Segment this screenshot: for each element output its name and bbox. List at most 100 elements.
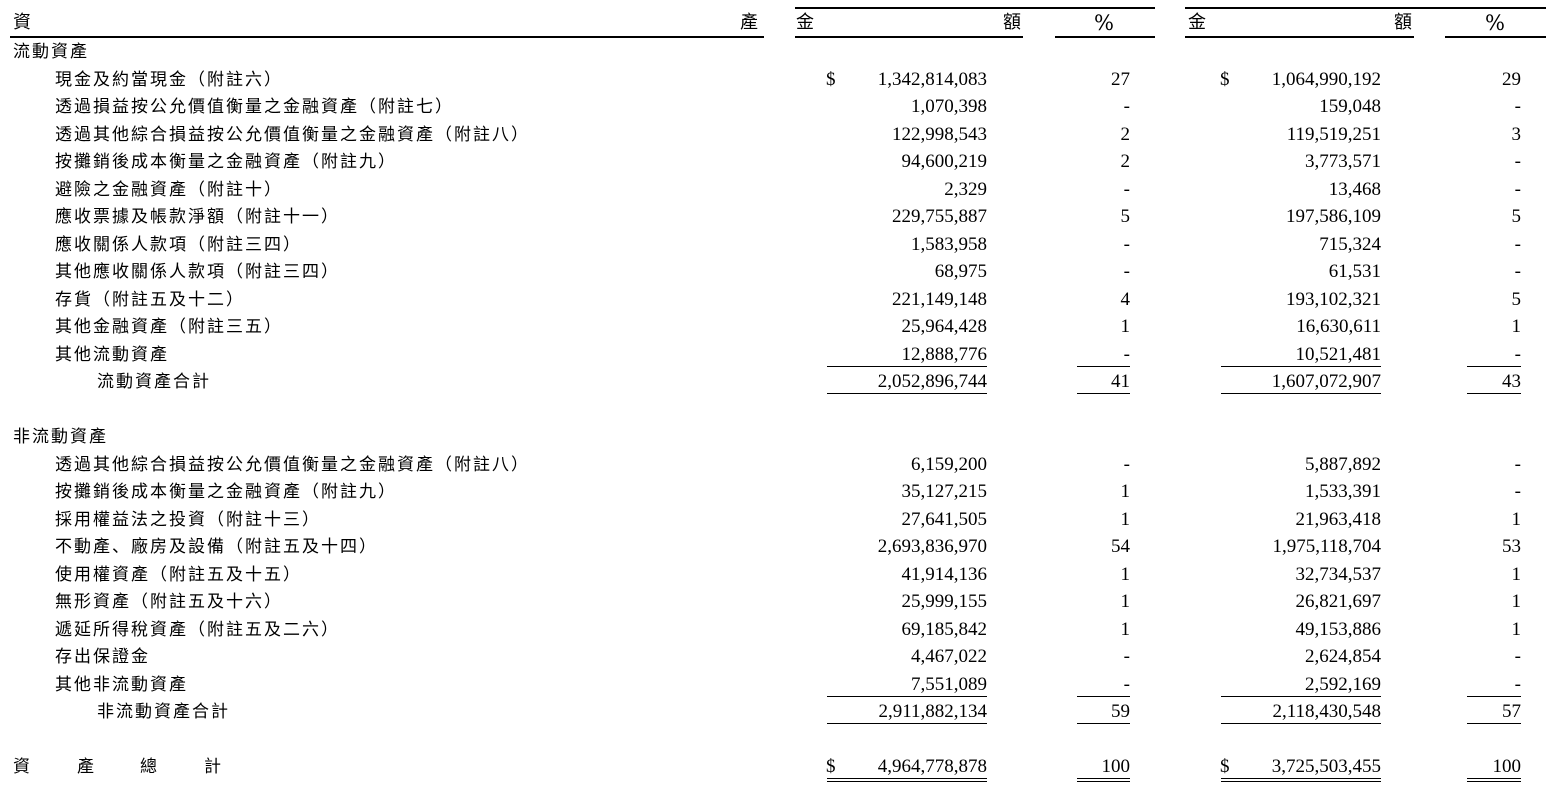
percent-period-2: - bbox=[1514, 646, 1521, 667]
percent-period-2: - bbox=[1514, 481, 1521, 502]
amount-period-1: 2,052,896,744 bbox=[827, 371, 987, 394]
line-item: 透過其他綜合損益按公允價值衡量之金融資產（附註八） 6,159,200 - 5,887… bbox=[0, 452, 1546, 480]
amount-period-1: 94,600,219 bbox=[901, 151, 988, 172]
line-item: 採用權益法之投資（附註十三） 27,641,505 1 21,963,418 1 bbox=[0, 507, 1546, 535]
item-label: 避險之金融資產（附註十） bbox=[55, 179, 283, 200]
percent-period-2: 53 bbox=[1502, 536, 1521, 557]
item-label: 使用權資產（附註五及十五） bbox=[55, 564, 302, 585]
section-header: 流動資產 bbox=[0, 39, 1546, 67]
period-1-header-rule bbox=[795, 7, 1155, 9]
amount-period-2: 1,607,072,907 bbox=[1221, 371, 1381, 394]
item-label: 現金及約當現金（附註六） bbox=[55, 69, 283, 90]
line-item: 無形資產（附註五及十六） 25,999,155 1 26,821,697 1 bbox=[0, 589, 1546, 617]
subtotal-label: 非流動資產合計 bbox=[97, 702, 230, 722]
percent-period-2: 5 bbox=[1511, 206, 1522, 227]
amount-period-1: 2,329 bbox=[944, 178, 987, 200]
grand-total-label-char: 總 bbox=[140, 757, 159, 777]
item-label: 遞延所得稅資產（附註五及二六） bbox=[55, 619, 340, 640]
amount-period-2: 3,725,503,455 bbox=[1221, 756, 1381, 782]
amount-period-1: 6,159,200 bbox=[911, 453, 987, 475]
percent-period-1: 4 bbox=[1120, 288, 1131, 310]
percent-period-2: 43 bbox=[1467, 371, 1521, 394]
line-item: 存貨（附註五及十二） 221,149,148 4 193,102,321 5 bbox=[0, 287, 1546, 315]
percent-period-2: 100 bbox=[1467, 756, 1521, 782]
line-item: 應收票據及帳款淨額（附註十一） 229,755,887 5 197,586,109 5 bbox=[0, 204, 1546, 232]
amount-period-1: 12,888,776 bbox=[827, 344, 987, 367]
percent-period-1: - bbox=[1077, 344, 1130, 367]
amount-period-2: 159,048 bbox=[1319, 96, 1381, 117]
amount-period-2: 2,592,169 bbox=[1221, 674, 1381, 697]
percent-period-1: - bbox=[1123, 178, 1130, 200]
header-amount-1-right: 額 bbox=[1003, 12, 1021, 33]
amount-period-2: 1,975,118,704 bbox=[1272, 536, 1381, 557]
spacer bbox=[0, 727, 1546, 755]
percent-period-2: - bbox=[1514, 178, 1521, 200]
percent-period-1: 1 bbox=[1120, 508, 1131, 530]
subtotal-label: 流動資產合計 bbox=[97, 372, 211, 392]
currency-symbol-2: $ bbox=[1220, 756, 1230, 777]
amount-period-1: 41,914,136 bbox=[901, 563, 988, 585]
section-label: 非流動資產 bbox=[13, 427, 108, 447]
header-rule bbox=[1055, 36, 1155, 38]
percent-period-2: 57 bbox=[1467, 701, 1521, 724]
percent-period-1: 27 bbox=[1111, 68, 1130, 90]
amount-period-2: 61,531 bbox=[1328, 261, 1381, 282]
percent-period-1: 2 bbox=[1120, 123, 1131, 145]
item-label: 應收關係人款項（附註三四） bbox=[55, 234, 302, 255]
amount-period-2: 10,521,481 bbox=[1221, 344, 1381, 367]
amount-period-1: 25,964,428 bbox=[901, 316, 988, 337]
percent-period-2: 5 bbox=[1511, 288, 1522, 310]
line-item: 存出保證金 4,467,022 - 2,624,854 - bbox=[0, 644, 1546, 672]
amount-period-2: 32,734,537 bbox=[1295, 563, 1382, 585]
amount-period-2: 21,963,418 bbox=[1295, 508, 1382, 530]
grand-total-label-char: 產 bbox=[77, 757, 96, 777]
percent-period-2: 1 bbox=[1511, 316, 1522, 337]
item-label: 存貨（附註五及十二） bbox=[55, 289, 245, 310]
line-item: 其他金融資產（附註三五） 25,964,428 1 16,630,611 1 bbox=[0, 314, 1546, 342]
item-label: 存出保證金 bbox=[55, 647, 150, 667]
header-rule bbox=[795, 36, 1023, 38]
header-assets-left: 資 bbox=[13, 12, 31, 33]
header-amount-2-left: 金 bbox=[1188, 12, 1206, 33]
percent-period-1: - bbox=[1123, 233, 1130, 255]
spacer bbox=[0, 397, 1546, 425]
section-label: 流動資產 bbox=[13, 42, 89, 62]
amount-period-2: 13,468 bbox=[1328, 178, 1381, 200]
amount-period-1: 68,975 bbox=[934, 261, 987, 282]
currency-symbol-1: $ bbox=[826, 756, 836, 777]
item-label: 按攤銷後成本衡量之金融資產（附註九） bbox=[55, 482, 397, 502]
amount-period-1: 7,551,089 bbox=[827, 674, 987, 697]
amount-period-1: 2,693,836,970 bbox=[877, 536, 987, 557]
subtotal-row: 非流動資產合計 2,911,882,134 59 2,118,430,548 57 bbox=[0, 699, 1546, 727]
percent-period-2: 29 bbox=[1502, 68, 1521, 90]
percent-period-2: - bbox=[1514, 453, 1521, 475]
percent-period-2: 1 bbox=[1511, 563, 1522, 585]
item-label: 透過損益按公允價值衡量之金融資產（附註七） bbox=[55, 97, 454, 117]
item-label: 其他金融資產（附註三五） bbox=[55, 317, 283, 337]
item-label: 應收票據及帳款淨額（附註十一） bbox=[55, 207, 340, 227]
amount-period-1: 35,127,215 bbox=[901, 481, 988, 502]
line-item: 透過損益按公允價值衡量之金融資產（附註七） 1,070,398 - 159,048 - bbox=[0, 94, 1546, 122]
item-label: 透過其他綜合損益按公允價值衡量之金融資產（附註八） bbox=[55, 454, 530, 475]
line-item: 按攤銷後成本衡量之金融資產（附註九） 35,127,215 1 1,533,391 - bbox=[0, 479, 1546, 507]
amount-period-2: 193,102,321 bbox=[1286, 288, 1381, 310]
line-item: 其他流動資產 12,888,776 - 10,521,481 - bbox=[0, 342, 1546, 370]
header-amount-2-right: 額 bbox=[1394, 12, 1412, 33]
percent-period-1: 1 bbox=[1120, 481, 1131, 502]
percent-period-2: 1 bbox=[1511, 618, 1522, 640]
percent-period-1: 59 bbox=[1077, 701, 1130, 724]
currency-symbol-2: $ bbox=[1220, 68, 1230, 90]
percent-period-2: - bbox=[1514, 261, 1521, 282]
amount-period-2: 3,773,571 bbox=[1305, 151, 1381, 172]
percent-period-1: 54 bbox=[1111, 536, 1130, 557]
line-item: 現金及約當現金（附註六） 1,342,814,083 27 1,064,990,192… bbox=[0, 67, 1546, 95]
percent-period-1: - bbox=[1123, 453, 1130, 475]
line-item: 遞延所得稅資產（附註五及二六） 69,185,842 1 49,153,886 1 bbox=[0, 617, 1546, 645]
line-item: 使用權資產（附註五及十五） 41,914,136 1 32,734,537 1 bbox=[0, 562, 1546, 590]
item-label: 無形資產（附註五及十六） bbox=[55, 592, 283, 612]
amount-period-1: 27,641,505 bbox=[901, 508, 988, 530]
percent-period-2: - bbox=[1514, 151, 1521, 172]
percent-period-2: - bbox=[1514, 96, 1521, 117]
amount-period-1: 221,149,148 bbox=[892, 288, 987, 310]
